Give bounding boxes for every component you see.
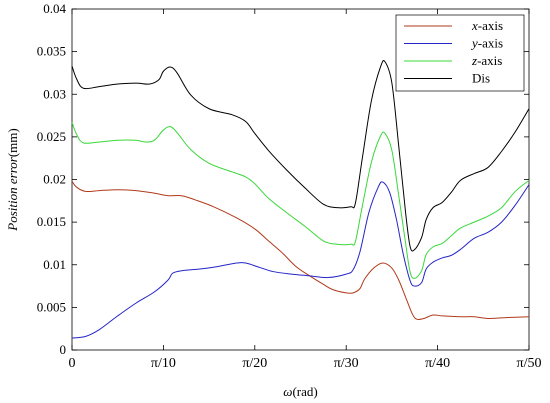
x-axis-label: ω(rad) — [283, 384, 317, 399]
x-tick-label: π/20 — [242, 356, 267, 371]
legend-label-letter: x — [471, 18, 478, 33]
series-lines — [71, 60, 530, 339]
y-axis-unit: (mm) — [5, 128, 20, 157]
x-axis-symbol: ω — [283, 384, 292, 399]
x-tick-label: π/50 — [517, 356, 542, 371]
series-line-3 — [71, 122, 530, 279]
y-tick-label: 0.03 — [43, 86, 66, 101]
x-tick-label: 0 — [69, 356, 76, 371]
y-axis-label: Position error(mm) — [5, 128, 20, 231]
x-tick-label: π/10 — [151, 356, 176, 371]
y-tick-label: 0.04 — [43, 1, 66, 16]
y-tick-label: 0.015 — [37, 214, 66, 229]
y-tick-label: 0.01 — [43, 257, 66, 272]
y-tick-label: 0.005 — [37, 299, 66, 314]
y-tick-label: 0.035 — [37, 44, 66, 59]
legend-label-text: -axis — [478, 36, 503, 51]
legend-label-letter: z — [471, 53, 477, 68]
legend-label-1: x-axis — [471, 18, 503, 33]
x-tick-label: π/40 — [425, 356, 450, 371]
series-line-1 — [71, 180, 530, 321]
legend-label-4: Dis — [472, 71, 490, 86]
series-line-2 — [71, 181, 530, 339]
x-axis-unit: (rad) — [292, 384, 317, 399]
legend-label-text: -axis — [477, 53, 502, 68]
legend-label-3: z-axis — [471, 53, 502, 68]
y-tick-label: 0.02 — [43, 172, 66, 187]
legend-label-text: Dis — [472, 71, 490, 86]
y-axis-title: Position error — [5, 156, 20, 231]
axes: 0 0.005 0.01 0.015 0.02 0.025 0.03 0.035 0.04 0 π/… — [5, 1, 541, 399]
legend-label-letter: y — [470, 36, 478, 51]
x-tick-label: π/30 — [334, 356, 359, 371]
legend-label-2: y-axis — [470, 36, 503, 51]
series-line-4 — [71, 60, 530, 252]
legend-label-text: -axis — [478, 18, 503, 33]
y-tick-label: 0.025 — [37, 129, 66, 144]
y-tick-label: 0 — [60, 342, 67, 357]
